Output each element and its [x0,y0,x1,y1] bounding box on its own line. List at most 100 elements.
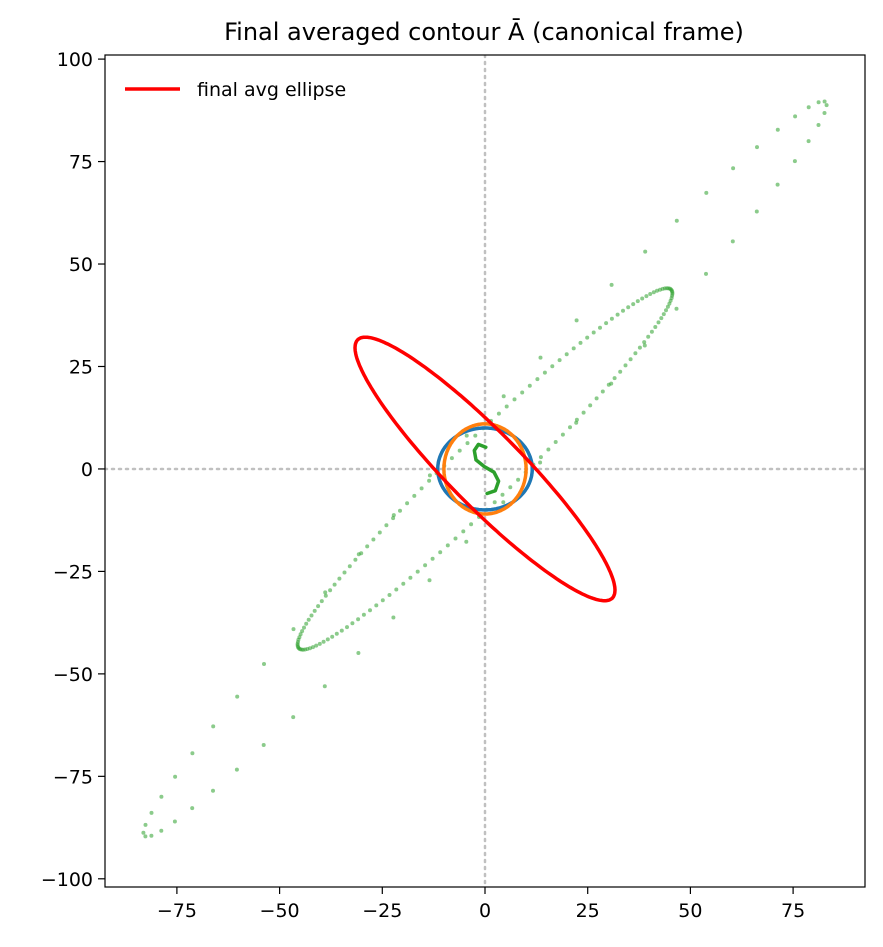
scatter-point [822,111,827,115]
scatter-point [621,308,625,313]
scatter-point [427,578,432,583]
scatter-point [564,352,569,357]
scatter-point [642,343,647,348]
scatter-point [496,411,501,416]
y-tick-label: 75 [69,152,93,174]
scatter-point [321,639,326,644]
scatter-point [793,114,798,119]
scatter-point [291,715,296,720]
scatter-point [473,433,478,438]
scatter-point [628,357,633,362]
scatter-point [538,455,543,460]
scatter-point [353,557,358,562]
scatter-point [465,441,470,446]
scatter-point [141,830,146,835]
axes-ticks: −75 −50 −25 0 25 50 75 −100 −75 −50 −25 0 25 50 75 100 [41,49,805,922]
scatter-point [618,369,623,374]
x-tick-label: 25 [576,900,600,922]
scatter-point [359,551,364,556]
scatter-point [538,460,543,465]
scatter-point [581,410,586,415]
y-tick-label: 50 [69,254,93,276]
scatter-point [374,603,379,608]
scatter-point [612,376,617,381]
scatter-point [508,485,513,490]
green-contour-line [472,442,501,496]
scatter-point [520,390,525,395]
x-tick-label: 75 [781,900,805,922]
legend: final avg ellipse [125,79,346,101]
y-tick-label: −25 [53,561,93,583]
scatter-point [606,382,611,387]
scatter-point [427,478,432,483]
scatter-point [427,473,432,478]
final-avg-ellipse-line [353,335,617,603]
scatter-point [527,383,532,388]
plot-area [105,55,865,887]
scatter-point [391,516,396,521]
scatter-point [317,641,322,646]
scatter-point [604,321,609,326]
scatter-point [656,320,661,325]
scatter-point [704,271,708,276]
scatter-point [419,486,424,491]
scatter-point [149,810,154,815]
scatter-point [342,570,347,575]
scatter-point [775,127,780,132]
scatter-point [664,308,668,313]
scatter-point [334,631,339,636]
scatter-point [143,822,148,827]
scatter-point [661,312,666,317]
scatter-point [609,316,614,321]
scatter-point [640,296,645,301]
scatter-point [453,536,458,541]
scatter-point [504,404,509,409]
x-tick-label: −50 [260,900,300,922]
scatter-point [642,340,647,345]
scatter-point [658,287,662,292]
scatter-point [546,447,551,452]
y-tick-label: 25 [69,356,93,378]
scatter-point [591,330,596,335]
scatter-point [574,417,579,422]
scatter-point [816,100,821,105]
scatter-point [568,425,572,430]
y-tick-label: 100 [57,49,93,71]
scatter-point [308,646,312,651]
scatter-point [316,604,321,609]
scatter-point [325,637,330,642]
scatter-point [571,346,576,351]
y-tick-label: −50 [53,664,93,686]
scatter-point [377,530,382,535]
scatter-point [408,575,413,580]
scatter-point [648,292,653,296]
scatter-point [323,590,328,595]
scatter-point [449,456,454,461]
scatter-point [394,587,399,592]
scatter-point [262,662,266,666]
scatter-point [306,617,311,622]
scatter-point [730,239,735,244]
scatter-point [538,355,543,360]
scatter-point [512,397,517,402]
scatter-point [651,290,656,295]
scatter-point [754,209,759,214]
scatter-point [322,684,327,689]
scatter-point [469,522,474,527]
y-tick-label: −75 [53,766,93,788]
scatter-point [594,396,599,401]
scatter-point [461,529,466,534]
scatter-point [314,643,319,648]
legend-label-final-avg-ellipse: final avg ellipse [197,79,346,101]
scatter-point [190,806,195,811]
scatter-point [350,621,355,626]
y-tick-label: −100 [41,869,93,891]
scatter-point [792,159,797,164]
scatter-point [143,834,148,839]
scatter-point [669,288,674,293]
scatter-point [585,335,590,340]
scatter-point [464,539,469,544]
scatter-point [190,751,195,756]
scatter-point [345,625,349,630]
scatter-point [300,629,305,634]
